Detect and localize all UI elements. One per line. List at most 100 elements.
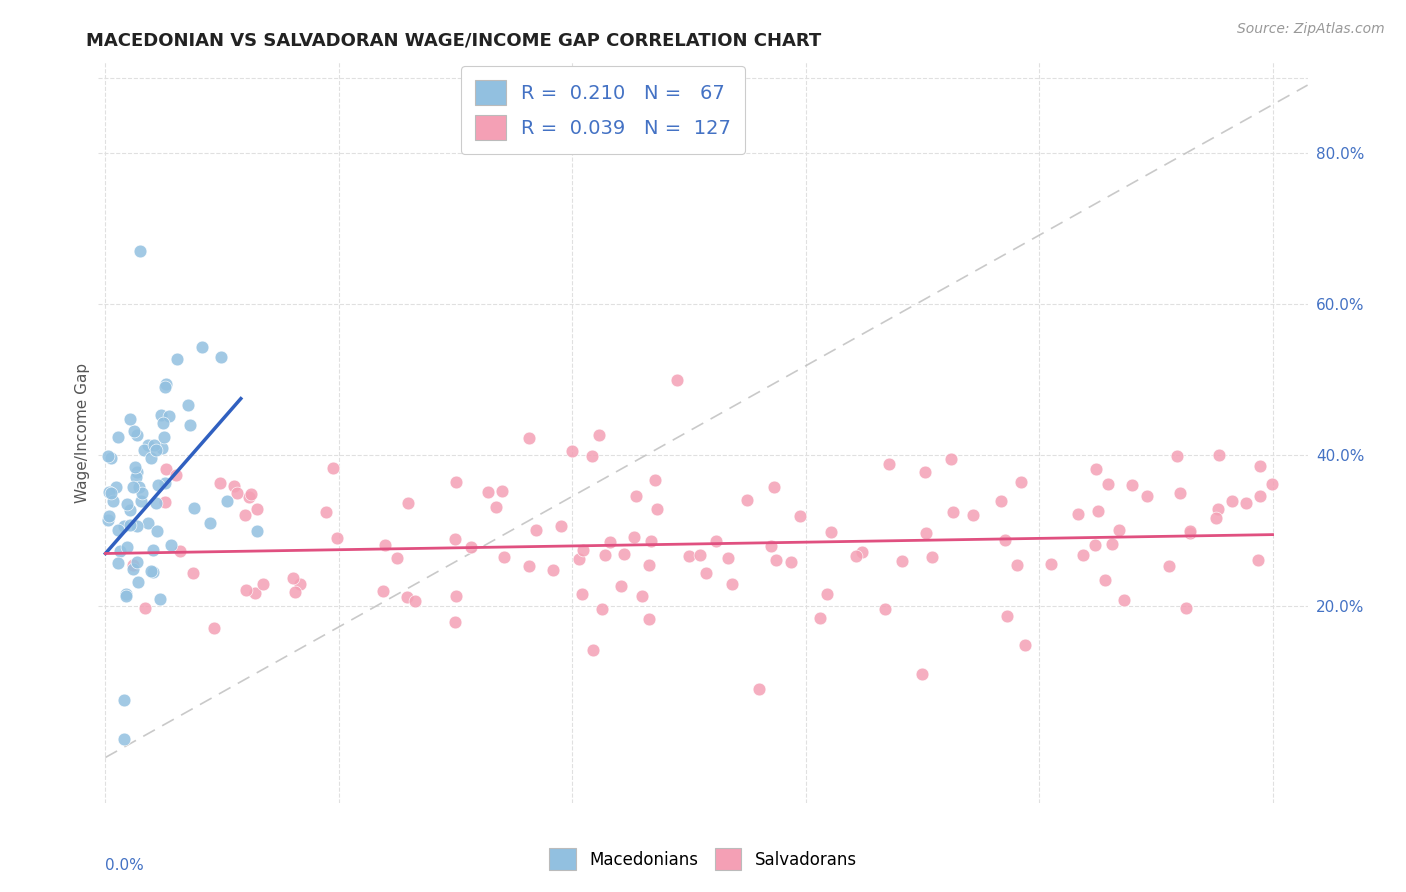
Point [157,409,180,423]
Point [155,462,177,476]
Point [761,539,783,553]
Point [568,552,591,566]
Point [581,449,603,463]
Point [145,442,167,457]
Point [717,550,740,565]
Point [191,340,214,354]
Point [735,492,758,507]
Point [1174,600,1197,615]
Point [631,590,654,604]
Point [129,494,152,508]
Point [1005,558,1028,573]
Point [374,538,396,552]
Point [891,554,914,568]
Point [146,524,169,538]
Point [962,508,984,522]
Point [789,508,811,523]
Point [1178,525,1201,540]
Point [131,485,153,500]
Point [115,498,138,512]
Point [315,505,337,519]
Point [200,516,222,531]
Point [1136,489,1159,503]
Point [1067,507,1090,521]
Point [763,480,786,494]
Point [1084,538,1107,552]
Point [941,451,963,466]
Point [695,566,717,581]
Point [107,523,129,537]
Point [460,540,482,554]
Point [1261,477,1284,491]
Point [142,543,165,558]
Point [765,553,787,567]
Point [125,469,148,483]
Point [561,444,583,458]
Point [155,377,177,392]
Legend: Macedonians, Salvadorans: Macedonians, Salvadorans [543,842,863,877]
Point [105,480,128,494]
Point [1208,501,1230,516]
Point [638,612,661,626]
Point [851,545,873,559]
Point [1220,493,1243,508]
Point [572,542,595,557]
Point [1040,558,1063,572]
Point [281,571,304,585]
Point [582,642,605,657]
Legend: R =  0.210   N =   67, R =  0.039   N =  127: R = 0.210 N = 67, R = 0.039 N = 127 [461,66,745,154]
Point [1247,553,1270,567]
Point [160,537,183,551]
Point [541,563,564,577]
Point [153,380,176,394]
Point [100,485,122,500]
Point [107,429,129,443]
Point [149,409,172,423]
Point [1087,504,1109,518]
Point [591,602,613,616]
Point [444,475,467,490]
Point [239,487,262,501]
Point [202,621,225,635]
Point [152,416,174,430]
Point [678,549,700,564]
Text: MACEDONIAN VS SALVADORAN WAGE/INCOME GAP CORRELATION CHART: MACEDONIAN VS SALVADORAN WAGE/INCOME GAP… [86,32,821,50]
Point [322,460,344,475]
Point [150,441,173,455]
Point [1073,548,1095,562]
Point [593,548,616,562]
Point [610,579,633,593]
Point [127,518,149,533]
Point [1108,523,1130,537]
Point [1014,639,1036,653]
Point [780,555,803,569]
Text: 0.0%: 0.0% [105,858,145,873]
Point [215,493,238,508]
Point [915,525,938,540]
Point [112,518,135,533]
Point [114,589,136,603]
Point [142,565,165,579]
Point [1121,477,1143,491]
Point [995,609,1018,624]
Point [446,589,468,603]
Point [97,450,120,464]
Point [125,466,148,480]
Point [169,544,191,558]
Point [136,438,159,452]
Point [100,450,122,465]
Point [1249,489,1271,503]
Point [235,582,257,597]
Point [492,549,515,564]
Point [820,525,842,540]
Point [224,479,246,493]
Point [238,490,260,504]
Point [1085,461,1108,475]
Y-axis label: Wage/Income Gap: Wage/Income Gap [75,362,90,503]
Text: Source: ZipAtlas.com: Source: ZipAtlas.com [1237,22,1385,37]
Point [118,518,141,533]
Point [371,583,394,598]
Point [1112,593,1135,607]
Point [914,465,936,479]
Point [165,467,187,482]
